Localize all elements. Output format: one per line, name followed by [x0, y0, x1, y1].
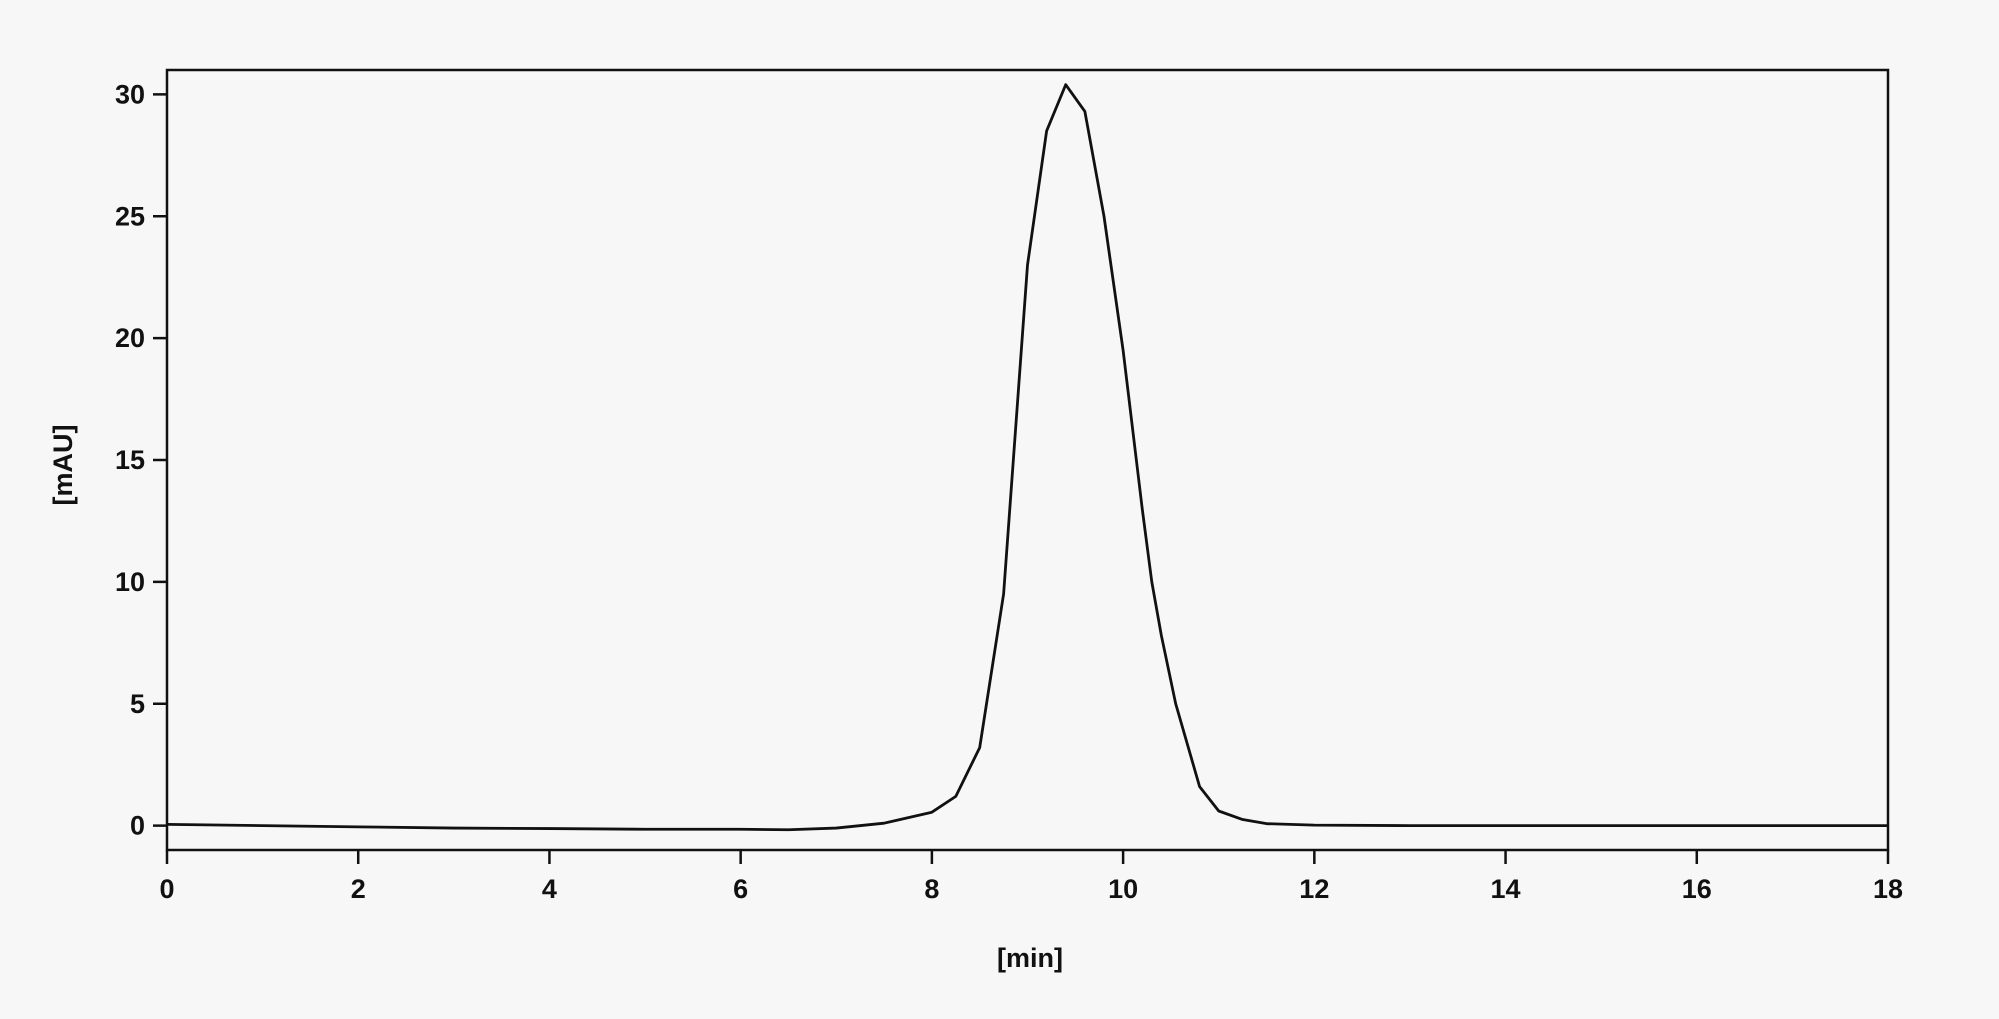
x-tick-label: 16 — [1682, 874, 1712, 904]
y-tick-label: 5 — [130, 689, 145, 719]
y-tick-label: 15 — [115, 445, 145, 475]
x-tick-label: 2 — [351, 874, 366, 904]
x-tick-label: 4 — [542, 874, 557, 904]
y-tick-label: 25 — [115, 201, 145, 231]
x-tick-label: 12 — [1299, 874, 1329, 904]
x-tick-label: 14 — [1491, 874, 1521, 904]
plot-frame — [165, 68, 1890, 852]
data-line — [166, 83, 1888, 832]
x-tick-label: 0 — [159, 874, 174, 904]
y-tick-label: 30 — [115, 79, 145, 109]
y-tick-label: 20 — [115, 323, 145, 353]
x-axis-label: [min] — [997, 943, 1063, 973]
x-tick-label: 10 — [1108, 874, 1138, 904]
y-tick-label: 10 — [115, 567, 145, 597]
x-tick-label: 18 — [1873, 874, 1903, 904]
y-axis-label: [mAU] — [48, 425, 78, 506]
y-tick-label: 0 — [130, 811, 145, 841]
x-tick-label: 6 — [733, 874, 748, 904]
x-tick-label: 8 — [924, 874, 939, 904]
